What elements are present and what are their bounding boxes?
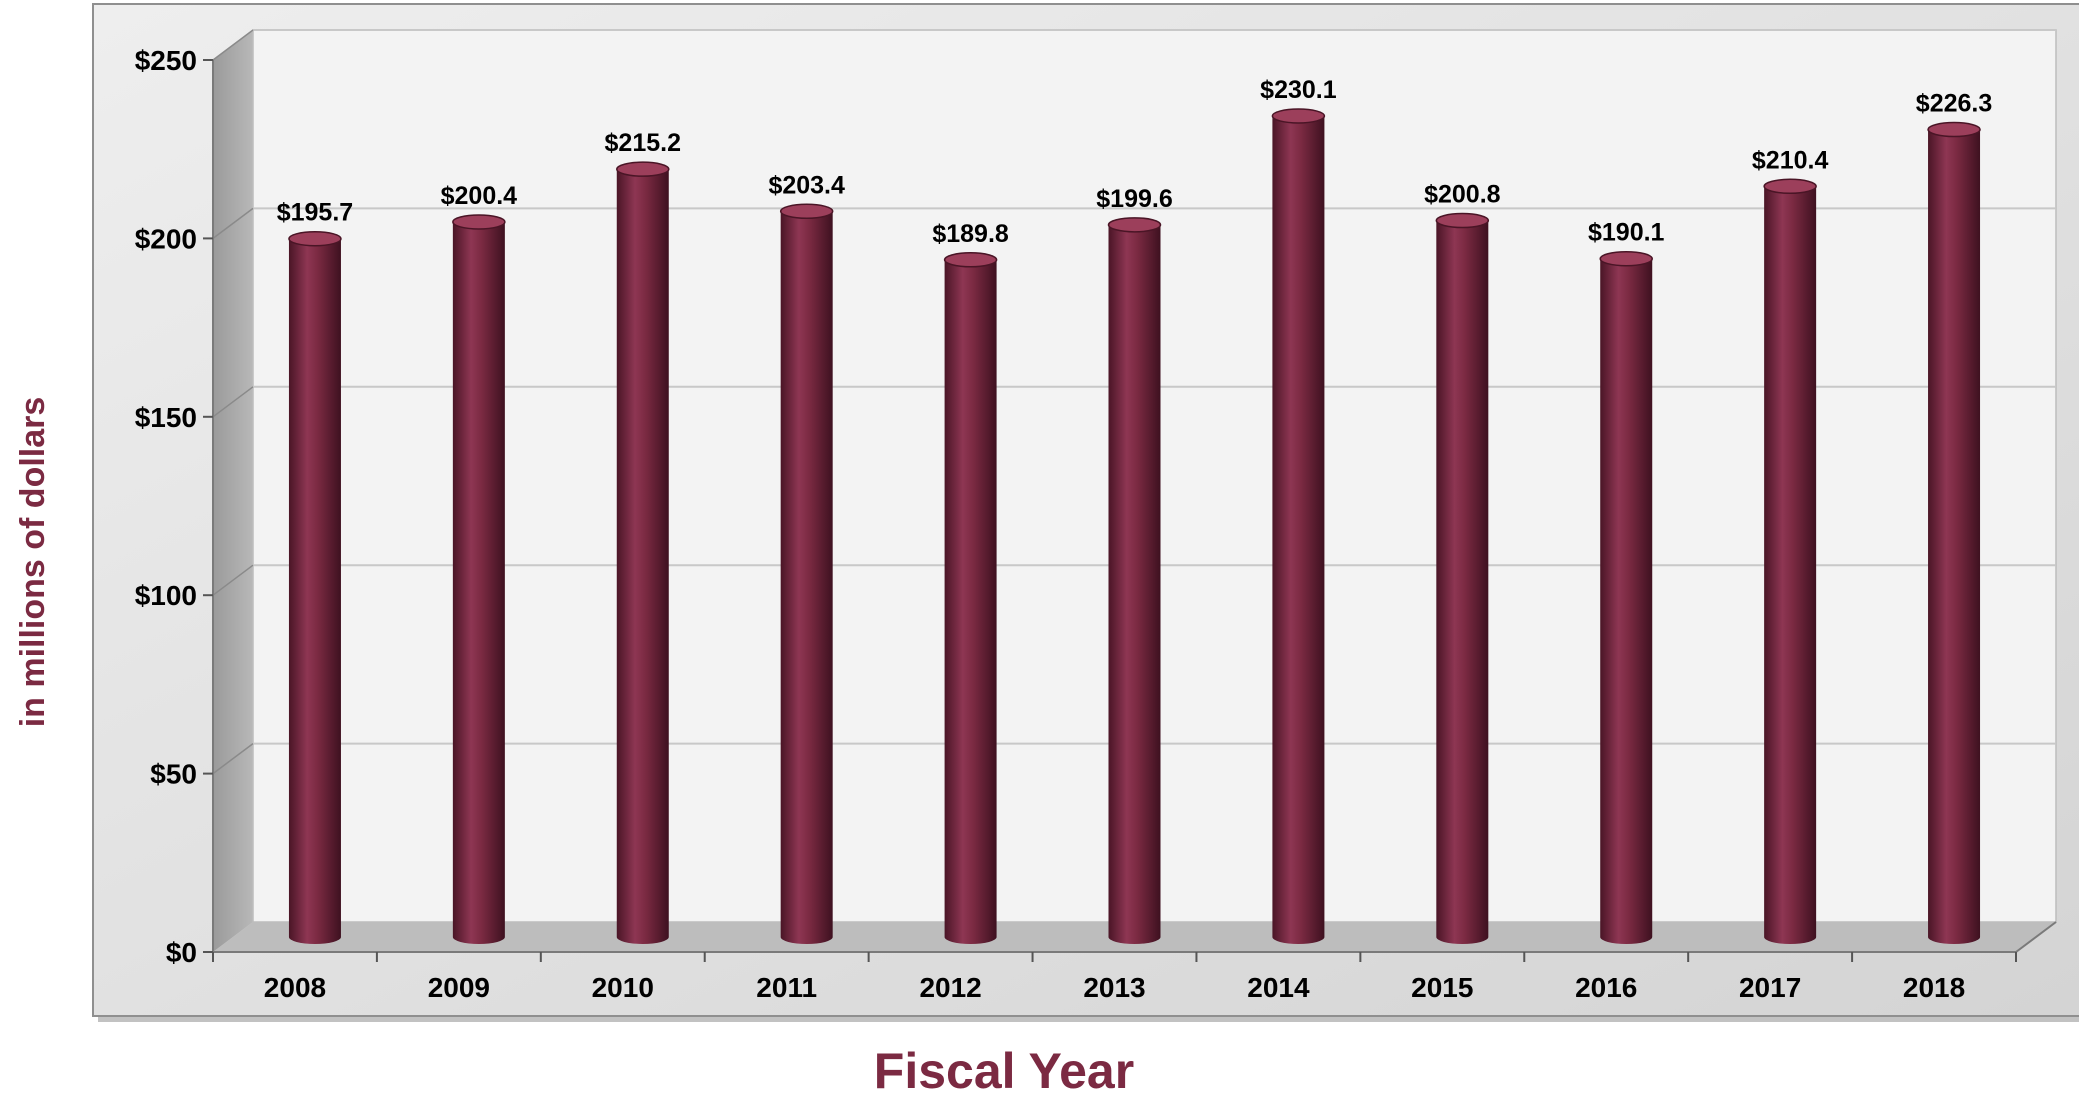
gridline-side (212, 742, 254, 775)
x-tick-label: 2017 (1739, 972, 1801, 1003)
bar-body (1764, 186, 1817, 945)
bar-top (1763, 178, 1817, 195)
bar-body (1108, 224, 1161, 944)
bar: $210.4 (1752, 146, 1829, 945)
gridline-side (212, 207, 254, 239)
x-tick-label: 2011 (756, 972, 817, 1003)
data-label: $226.3 (1916, 90, 1992, 118)
bar: $195.7 (277, 199, 353, 944)
bar-body (1928, 129, 1981, 945)
y-tick-label: $50 (150, 759, 197, 790)
y-tick-label: $0 (166, 937, 197, 968)
bar-body (1272, 116, 1325, 945)
data-label: $190.1 (1588, 219, 1665, 247)
data-label: $230.1 (1260, 76, 1337, 104)
axes (212, 60, 2057, 953)
gridline-side (212, 386, 254, 418)
floor-edge (2015, 921, 2057, 953)
x-tick-label: 2010 (592, 972, 654, 1003)
y-tick-label: $100 (135, 580, 197, 611)
bar: $230.1 (1260, 76, 1337, 945)
bars: $195.7 $200.4 $215.2 $203.4 $189.8 $199.6 $230… (277, 76, 1992, 945)
bar: $199.6 (1096, 185, 1173, 944)
bar-top (1599, 250, 1653, 267)
bar: $189.8 (932, 220, 1009, 945)
bar-top (1107, 217, 1162, 233)
data-label: $200.4 (441, 182, 518, 210)
bar: $215.2 (605, 129, 681, 945)
bar: $226.3 (1916, 90, 1992, 945)
x-tick-label: 2008 (264, 972, 326, 1003)
x-axis-title: Fiscal Year (874, 1043, 1134, 1095)
data-label: $199.6 (1096, 185, 1172, 213)
x-tick-label: 2013 (1083, 972, 1145, 1003)
x-axis-ticks: 2008 2009 2010 2011 2012 2013 2014 2015 2016 2017… (212, 952, 2017, 1003)
bar-body (616, 169, 669, 945)
bar: $200.8 (1424, 181, 1501, 944)
bar-top (943, 252, 998, 268)
bar: $190.1 (1588, 219, 1665, 944)
gridline-side (212, 29, 254, 61)
y-axis-title: in millions of dollars (14, 397, 52, 728)
y-tick-label: $250 (135, 45, 197, 76)
bar-body (780, 211, 833, 944)
bar-top (779, 203, 834, 220)
bar-top (452, 214, 506, 230)
x-tick-label: 2018 (1903, 972, 1965, 1003)
bar-body (1436, 220, 1489, 944)
bar: $203.4 (768, 171, 845, 944)
bar-top (1927, 121, 1981, 138)
bar-body (1600, 258, 1653, 944)
gridline-side (212, 564, 254, 596)
x-tick-label: 2012 (919, 972, 981, 1003)
bar-top (1271, 108, 1326, 124)
bar-top (288, 230, 342, 247)
bar: $200.4 (441, 182, 518, 945)
x-tick-label: 2009 (428, 972, 490, 1003)
bar-body (944, 259, 997, 945)
x-tick-label: 2015 (1411, 972, 1473, 1003)
x-tick-label: 2014 (1247, 972, 1310, 1003)
y-axis-ticks: $0 $50 $100 $150 $200 $250 (135, 45, 213, 968)
bar-top (616, 161, 670, 177)
data-label: $215.2 (605, 129, 681, 157)
y-tick-label: $150 (135, 402, 197, 433)
data-label: $200.8 (1424, 181, 1501, 209)
data-label: $203.4 (768, 171, 845, 199)
bar-body (452, 221, 505, 945)
bar-body (288, 238, 341, 944)
bar-top (1435, 212, 1490, 229)
y-tick-label: $200 (135, 223, 197, 254)
data-label: $210.4 (1752, 146, 1829, 174)
side-wall (213, 30, 253, 952)
data-label: $195.7 (277, 199, 353, 227)
data-label: $189.8 (932, 220, 1009, 248)
x-tick-label: 2016 (1575, 972, 1637, 1003)
